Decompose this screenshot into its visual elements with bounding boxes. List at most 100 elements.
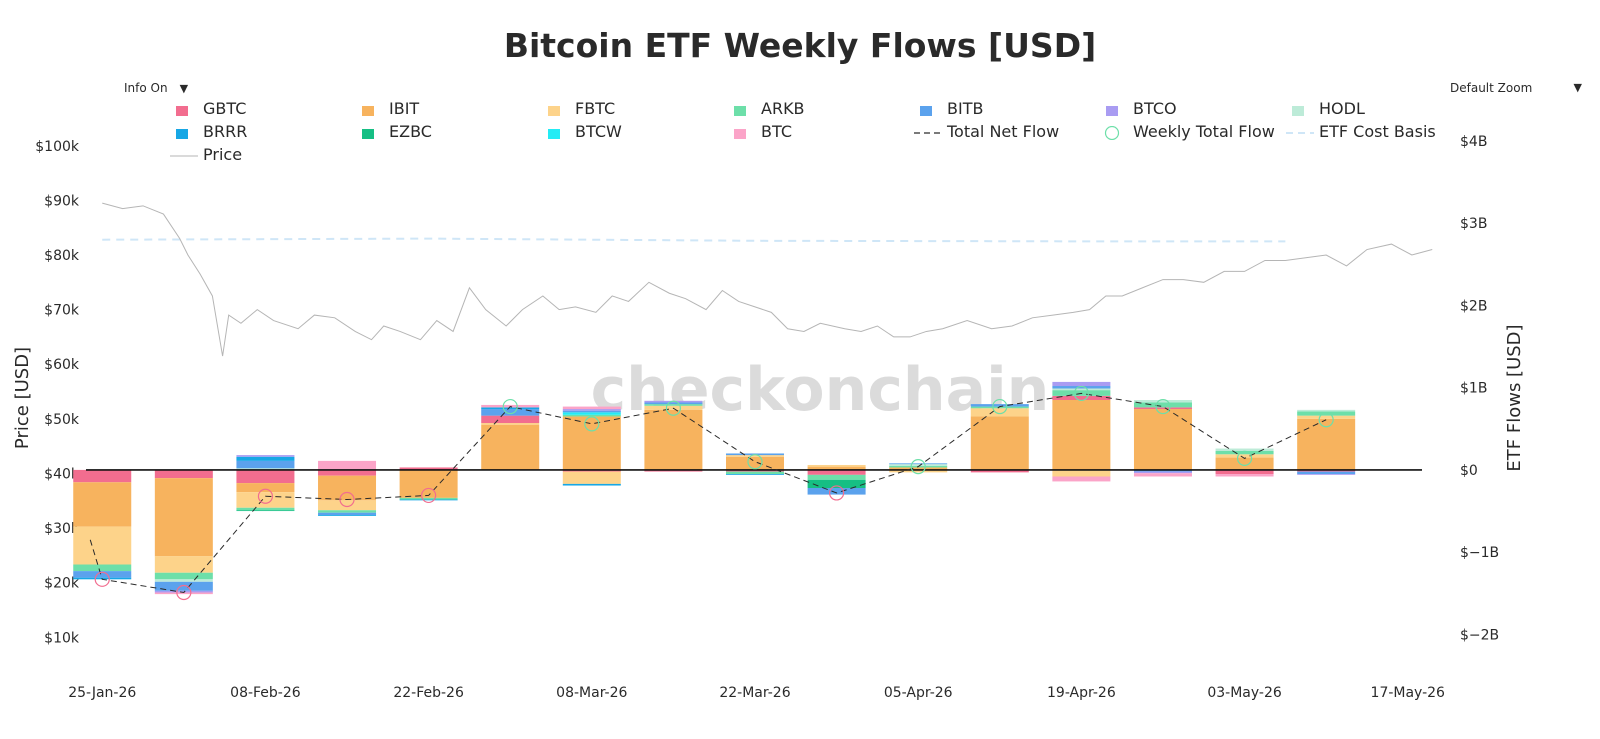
y-right-tick-label: $0 bbox=[1460, 463, 1478, 479]
legend-swatch-icon bbox=[1104, 126, 1120, 140]
bar-segment-bitb bbox=[644, 402, 703, 405]
legend-label: ETF Cost Basis bbox=[1319, 122, 1436, 141]
legend-label: HODL bbox=[1319, 99, 1365, 118]
x-tick-label: 19-Apr-26 bbox=[1047, 685, 1116, 701]
bar-segment-ibit bbox=[73, 482, 132, 527]
bar-segment-arkb bbox=[318, 510, 377, 513]
bar-segment-arkb bbox=[562, 414, 621, 417]
x-tick-label: 25-Jan-26 bbox=[68, 685, 136, 701]
weekly-total-flow-marker bbox=[176, 584, 192, 601]
legend-swatch-icon bbox=[176, 129, 188, 139]
y-left-tick-label: $50k bbox=[44, 412, 80, 428]
bar-segment-gbtc bbox=[1215, 469, 1274, 475]
legend-swatch-icon bbox=[176, 106, 188, 116]
bar-segment-hodl bbox=[154, 579, 213, 582]
weekly-total-flow-marker bbox=[257, 488, 274, 504]
weekly-total-flow-marker bbox=[828, 485, 845, 501]
bar-segment-ibit bbox=[889, 467, 948, 470]
legend-swatch-icon bbox=[362, 106, 374, 116]
bar-segment-btco bbox=[236, 455, 295, 457]
weekly-total-flow-marker bbox=[1073, 385, 1089, 402]
y-left-tick-label: $70k bbox=[44, 303, 80, 319]
y-right-tick-label: $−2B bbox=[1460, 627, 1499, 643]
legend-label: Total Net Flow bbox=[947, 122, 1060, 141]
weekly-total-flow-marker bbox=[992, 398, 1008, 415]
zoom-select-label: Default Zoom bbox=[1450, 81, 1533, 95]
bar-segment-fbtc bbox=[318, 500, 377, 511]
legend-swatch-icon bbox=[170, 155, 198, 157]
bar-segment-hodl bbox=[1215, 448, 1274, 451]
bar-segment-arkb bbox=[644, 404, 703, 406]
bar-segment-ibit bbox=[481, 424, 540, 470]
bar-segment-btc bbox=[1215, 474, 1274, 477]
bar-segment-bitb bbox=[481, 409, 540, 416]
y-left-axis-title: Price [USD] bbox=[12, 347, 33, 449]
bar-segment-arkb bbox=[807, 474, 866, 480]
bar-segment-ibit bbox=[1052, 400, 1111, 470]
bar-segment-bitb bbox=[889, 463, 948, 465]
legend-swatch-icon bbox=[1286, 132, 1314, 134]
bar-segment-brrr bbox=[399, 499, 458, 501]
bar-segment-gbtc bbox=[807, 469, 866, 475]
weekly-total-flow-marker bbox=[910, 459, 926, 475]
bar-segment-btc bbox=[562, 406, 621, 410]
bar-segment-fbtc bbox=[807, 464, 866, 467]
weekly-total-flow-marker bbox=[502, 398, 518, 415]
y-left-tick-label: $30k bbox=[44, 521, 80, 537]
x-tick-label: 08-Mar-26 bbox=[556, 685, 627, 701]
bar-segment-ibit bbox=[562, 416, 621, 470]
etf-cost-basis-line bbox=[102, 237, 1286, 243]
bar-segment-fbtc bbox=[236, 492, 295, 508]
legend-label: BRRR bbox=[203, 122, 248, 141]
bar-segment-gbtc bbox=[562, 469, 621, 472]
bar-segment-hodl bbox=[889, 464, 948, 466]
legend-label: BTCO bbox=[1133, 99, 1177, 118]
bar-segment-btcw bbox=[562, 412, 621, 415]
bar-segment-bitb bbox=[970, 404, 1029, 407]
bar-segment-gbtc bbox=[481, 415, 540, 424]
bar-segment-gbtc bbox=[1297, 469, 1356, 472]
y-left-tick-label: $40k bbox=[44, 466, 80, 482]
x-tick-label: 22-Mar-26 bbox=[719, 685, 790, 701]
y-left-tick-label: $60k bbox=[44, 357, 80, 373]
bar-segment-arkb bbox=[154, 572, 213, 580]
weekly-total-flow-marker bbox=[1318, 412, 1334, 428]
bar-segment-ibit bbox=[1297, 418, 1356, 470]
bar-segment-ibit bbox=[970, 416, 1029, 470]
bar-segment-gbtc bbox=[726, 469, 784, 472]
bar-segment-gbtc bbox=[154, 469, 213, 479]
bar-segment-fbtc bbox=[1052, 469, 1111, 477]
y-right-axis-title: ETF Flows [USD] bbox=[1504, 324, 1525, 471]
legend-swatch-icon bbox=[734, 129, 746, 139]
bar-segment-brrr bbox=[481, 407, 540, 410]
bar-segment-gbtc bbox=[236, 469, 295, 484]
zoom-select-dropdown[interactable]: Default Zoom ▼ bbox=[1450, 81, 1582, 95]
info-toggle-dropdown[interactable]: Info On ▼ bbox=[124, 81, 188, 95]
bar-segment-arkb bbox=[1133, 402, 1192, 408]
weekly-total-flow-marker bbox=[421, 487, 437, 504]
bar-segment-btco bbox=[1052, 381, 1111, 387]
legend-label: EZBC bbox=[389, 122, 432, 141]
bar-segment-gbtc bbox=[73, 469, 132, 483]
bar-segment-fbtc bbox=[970, 408, 1029, 417]
bar-segment-btc bbox=[1133, 473, 1192, 477]
x-tick-label: 22-Feb-26 bbox=[393, 685, 464, 701]
bar-segment-btco bbox=[154, 590, 213, 593]
bar-segment-ibit bbox=[1133, 409, 1192, 470]
bar-segment-btco bbox=[562, 409, 621, 411]
y-left-tick-label: $80k bbox=[44, 248, 80, 264]
bar-segment-bitb bbox=[154, 581, 213, 591]
bar-segment-fbtc bbox=[154, 556, 213, 573]
bar-segment-arkb bbox=[236, 507, 295, 511]
bar-segment-gbtc bbox=[1133, 407, 1192, 410]
y-right-tick-label: $3B bbox=[1460, 216, 1487, 232]
bar-segment-bitb bbox=[562, 410, 621, 413]
bar-segment-bitb bbox=[73, 571, 132, 578]
bar-segment-arkb bbox=[1297, 411, 1356, 416]
bar-segment-ibit bbox=[154, 478, 213, 557]
bar-segment-fbtc bbox=[481, 423, 540, 425]
bar-segment-btc bbox=[154, 592, 213, 595]
legend-label: BTC bbox=[761, 122, 792, 141]
bar-segment-arkb bbox=[970, 406, 1029, 409]
